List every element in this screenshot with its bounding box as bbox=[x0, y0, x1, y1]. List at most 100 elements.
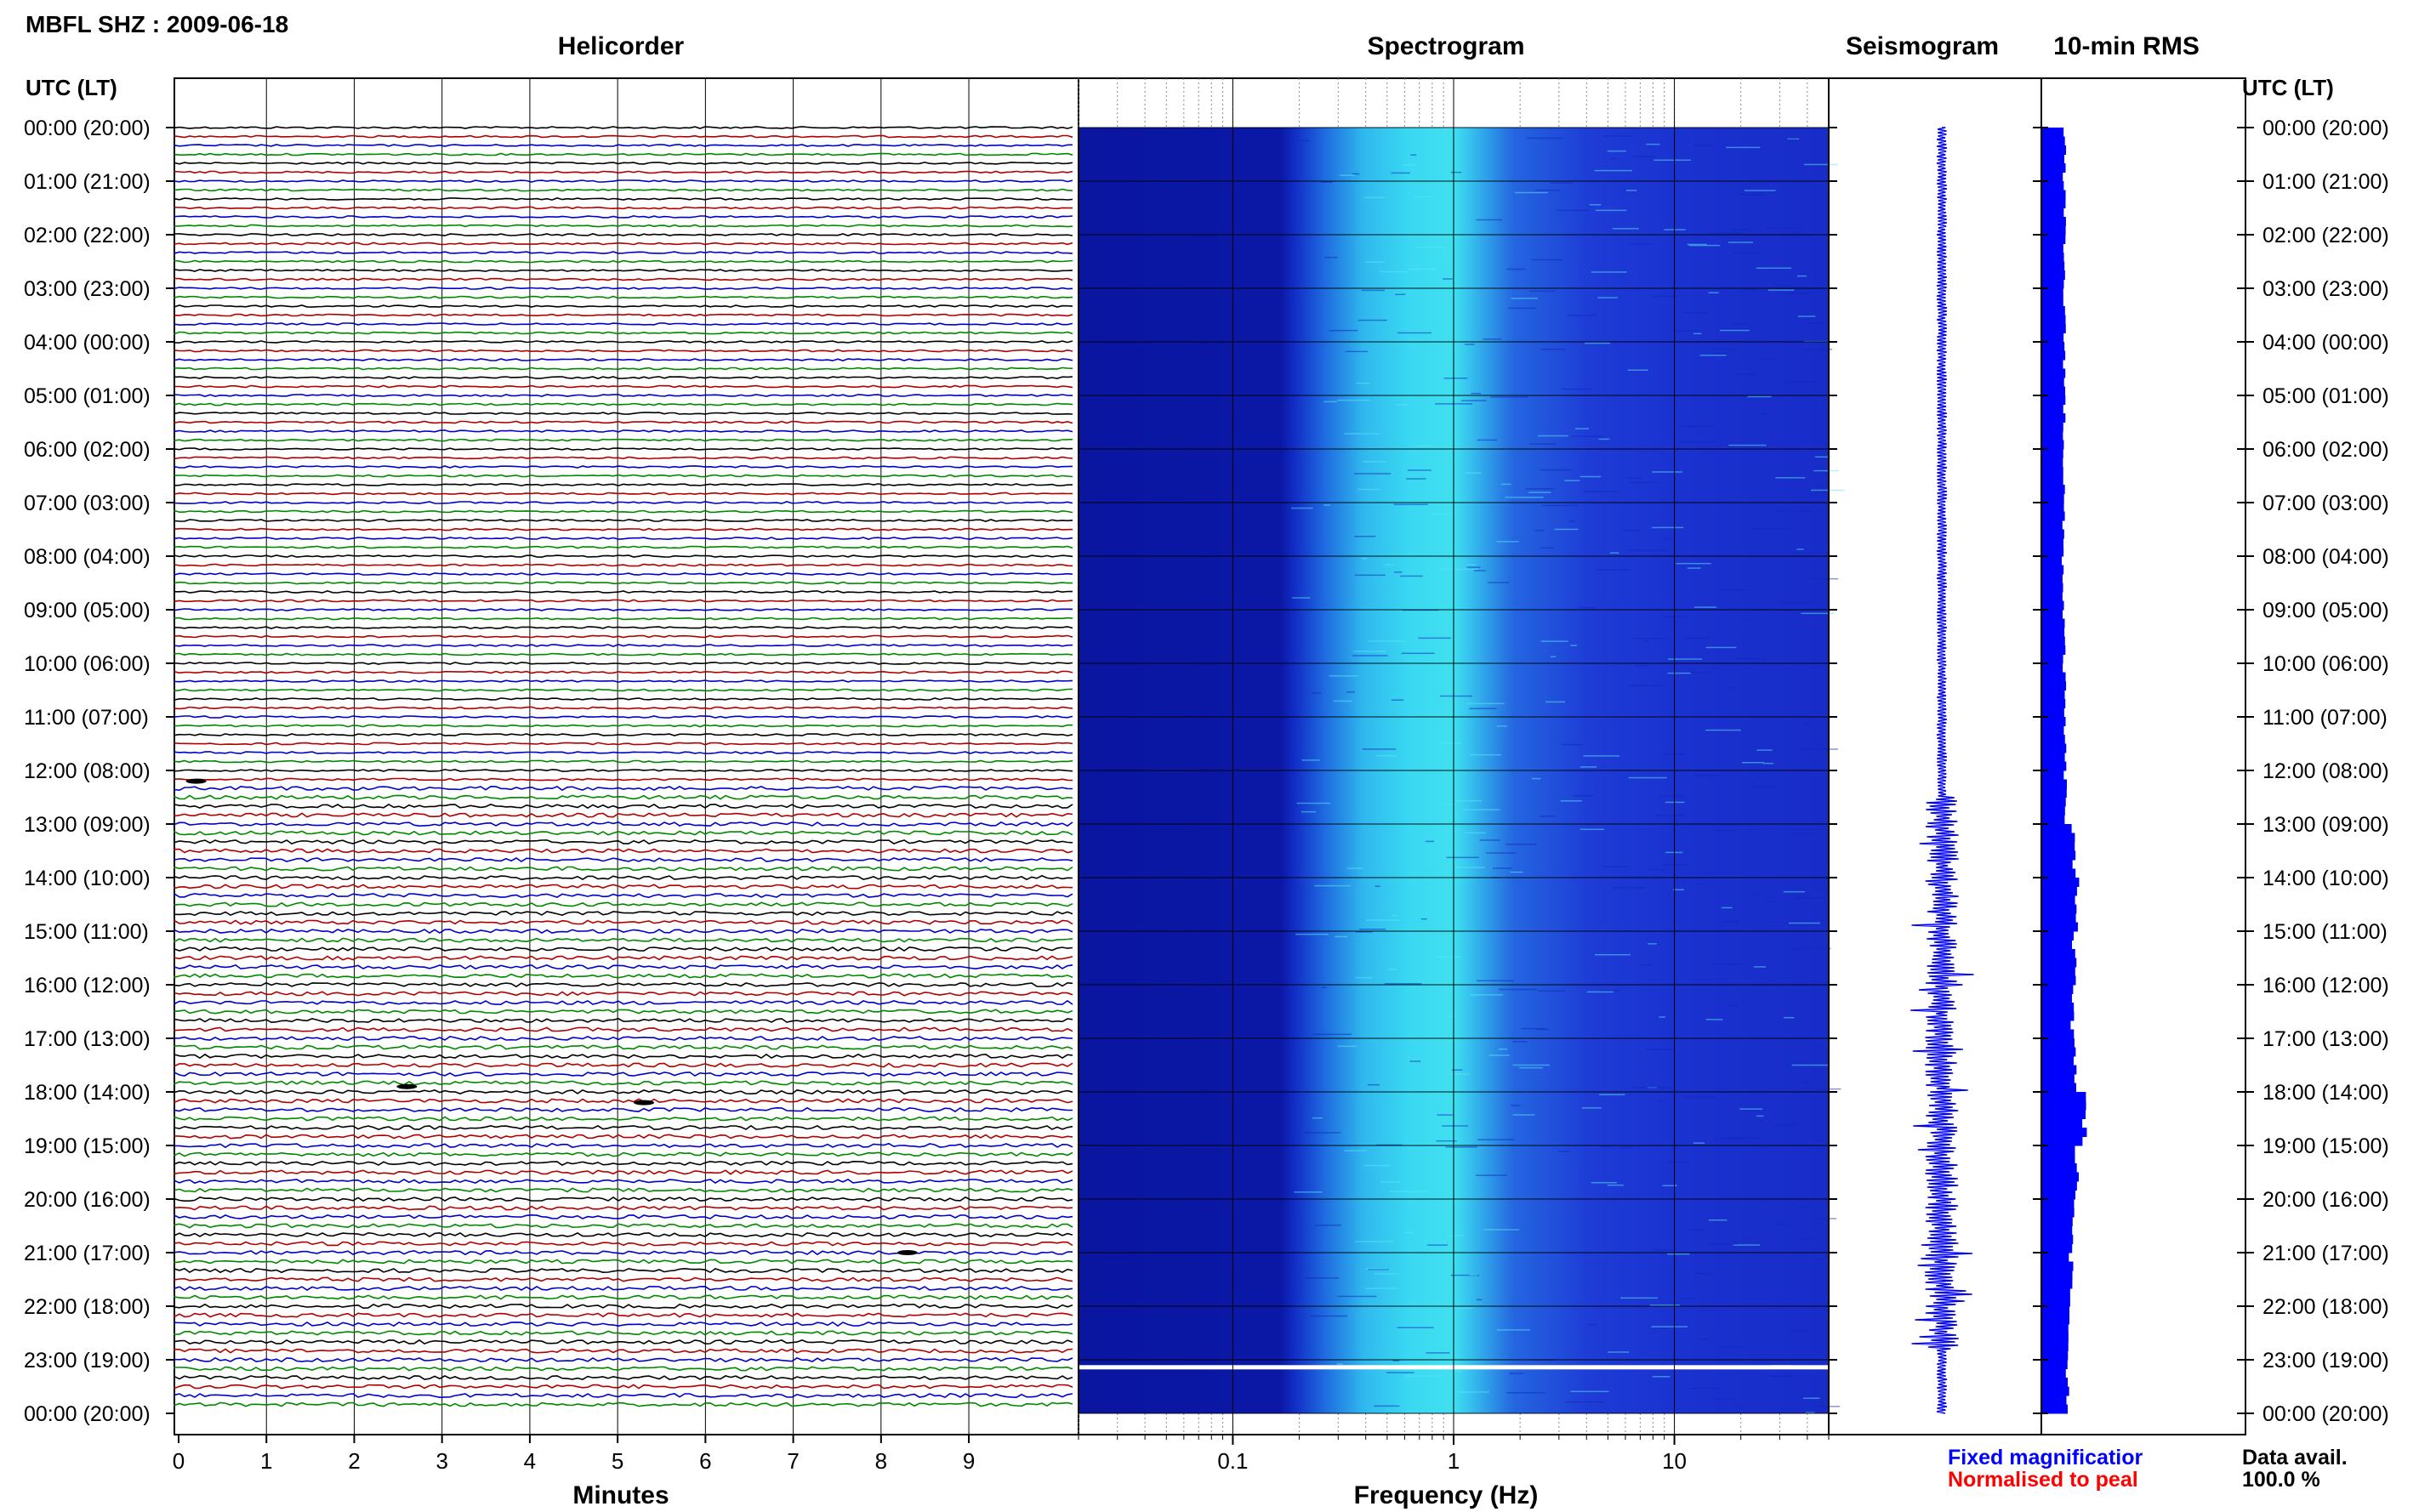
helicorder-trace bbox=[174, 1384, 1073, 1390]
rms-bar bbox=[2042, 993, 2072, 1003]
spectrogram-texture bbox=[1721, 920, 1739, 923]
spectrogram-texture bbox=[1761, 413, 1767, 415]
spectrogram-texture bbox=[1550, 182, 1573, 184]
helicorder-panel: 0 1 2 3 4 5 6 7 8 9 bbox=[173, 77, 1079, 1474]
spectrogram-texture bbox=[1404, 1375, 1444, 1377]
spectrogram-texture bbox=[1529, 443, 1556, 445]
helicorder-trace bbox=[174, 1142, 1073, 1149]
helicorder-trace bbox=[174, 821, 1073, 827]
spectrogram-texture bbox=[1597, 297, 1618, 298]
spectrogram-texture bbox=[1324, 257, 1338, 259]
left-time-label: 22:00 (18:00) bbox=[24, 1295, 151, 1319]
rms-bar bbox=[2042, 931, 2075, 941]
spectrogram-texture bbox=[1648, 869, 1666, 871]
rms-bar bbox=[2042, 770, 2064, 780]
spectrogram-texture bbox=[1627, 369, 1648, 372]
rms-bar bbox=[2042, 1395, 2067, 1405]
rms-bar bbox=[2042, 761, 2067, 771]
rms-bar bbox=[2042, 645, 2066, 655]
helicorder-trace bbox=[174, 1231, 1073, 1238]
spectrogram-texture bbox=[1728, 242, 1754, 243]
helicorder-trace bbox=[174, 1276, 1073, 1282]
spectrogram-texture bbox=[1375, 885, 1380, 887]
spectrogram-texture bbox=[1583, 755, 1619, 757]
helicorder-trace bbox=[174, 438, 1073, 442]
spectrogram-texture bbox=[1337, 399, 1370, 401]
spectrogram-texture bbox=[1620, 1297, 1659, 1299]
spectrogram-texture bbox=[1312, 692, 1321, 694]
helicorder-trace bbox=[174, 367, 1073, 371]
rms-bar bbox=[2042, 529, 2064, 539]
spectrogram-texture bbox=[1496, 541, 1519, 543]
spectrogram-texture bbox=[1446, 1015, 1456, 1017]
minute-tick-label: 7 bbox=[787, 1448, 799, 1474]
helicorder-trace bbox=[174, 1071, 1073, 1077]
rms-bar bbox=[2042, 958, 2077, 968]
spectrogram-texture bbox=[1705, 729, 1741, 731]
spectrogram-texture bbox=[1505, 497, 1544, 498]
spectrogram-texture bbox=[1519, 1066, 1543, 1069]
rms-bar bbox=[2042, 297, 2063, 307]
spectrogram-texture bbox=[1353, 651, 1386, 652]
rms-bar bbox=[2042, 431, 2063, 441]
helicorder-trace bbox=[174, 1124, 1073, 1130]
spectrogram-texture bbox=[1680, 441, 1716, 443]
rms-bar bbox=[2042, 1038, 2075, 1048]
spectrogram-texture bbox=[1483, 338, 1502, 340]
spectrogram-texture bbox=[1305, 1277, 1340, 1279]
helicorder-trace bbox=[174, 830, 1073, 836]
helicorder-trace bbox=[174, 644, 1073, 647]
spectrogram-texture bbox=[1680, 1298, 1693, 1299]
spectrogram-texture bbox=[1759, 358, 1775, 360]
rms-bar bbox=[2042, 860, 2073, 869]
spectrogram-texture bbox=[1632, 637, 1671, 639]
left-time-label: 00:00 (20:00) bbox=[24, 1402, 151, 1426]
helicorder-trace bbox=[174, 1106, 1073, 1113]
spectrogram-texture bbox=[1621, 529, 1640, 531]
rms-bar bbox=[2042, 1386, 2069, 1396]
spectrogram-texture bbox=[1812, 577, 1839, 580]
spectrogram-texture bbox=[1539, 469, 1573, 471]
rms-bar bbox=[2042, 663, 2063, 673]
helicorder-trace bbox=[174, 1249, 1073, 1256]
spectrogram-texture bbox=[1336, 1363, 1343, 1365]
rms-bar bbox=[2042, 895, 2075, 905]
rms-bar bbox=[2042, 975, 2076, 986]
spectrogram-texture bbox=[1363, 196, 1386, 199]
spectrogram-texture bbox=[1649, 1305, 1681, 1306]
spectrogram-texture bbox=[1653, 1249, 1672, 1251]
spectrogram-texture bbox=[1410, 154, 1417, 156]
spectrogram-texture bbox=[1295, 933, 1329, 935]
spectrogram-texture bbox=[1594, 953, 1631, 956]
seismogram-title: Seismogram bbox=[1846, 32, 1999, 60]
rms-bar bbox=[2042, 333, 2064, 343]
spectrogram-texture bbox=[1732, 323, 1745, 325]
spectrogram-texture bbox=[1535, 190, 1560, 191]
spectrogram-texture bbox=[1320, 181, 1333, 183]
rms-bar bbox=[2042, 475, 2063, 486]
spectrogram-texture bbox=[1783, 890, 1805, 893]
spectrogram-texture bbox=[1486, 852, 1516, 854]
spectrogram-texture bbox=[1420, 918, 1427, 920]
spectrogram-texture bbox=[1436, 1140, 1457, 1142]
spectrogram-texture bbox=[1304, 1132, 1341, 1134]
helicorder-trace bbox=[174, 937, 1073, 943]
spectrogram-texture bbox=[1771, 1375, 1795, 1378]
spectrogram-texture bbox=[1301, 759, 1320, 761]
helicorder-trace bbox=[174, 376, 1073, 379]
spectrogram-texture bbox=[1732, 1405, 1743, 1407]
helicorder-trace bbox=[174, 759, 1073, 764]
helicorder-trace bbox=[174, 910, 1073, 917]
spectrogram-texture bbox=[1583, 491, 1619, 492]
spectrogram-texture bbox=[1511, 298, 1539, 299]
spectrogram-texture bbox=[1651, 526, 1684, 529]
helicorder-trace bbox=[174, 617, 1073, 621]
spectrogram-texture bbox=[1455, 867, 1486, 868]
helicorder-trace bbox=[174, 134, 1073, 139]
spectrogram-texture bbox=[1333, 700, 1352, 702]
rms-bar bbox=[2042, 395, 2066, 405]
spectrogram-texture bbox=[1660, 1327, 1667, 1330]
spectrogram-texture bbox=[1714, 1138, 1740, 1140]
spectrogram-texture bbox=[1406, 478, 1426, 480]
spectrogram-texture bbox=[1635, 664, 1649, 667]
